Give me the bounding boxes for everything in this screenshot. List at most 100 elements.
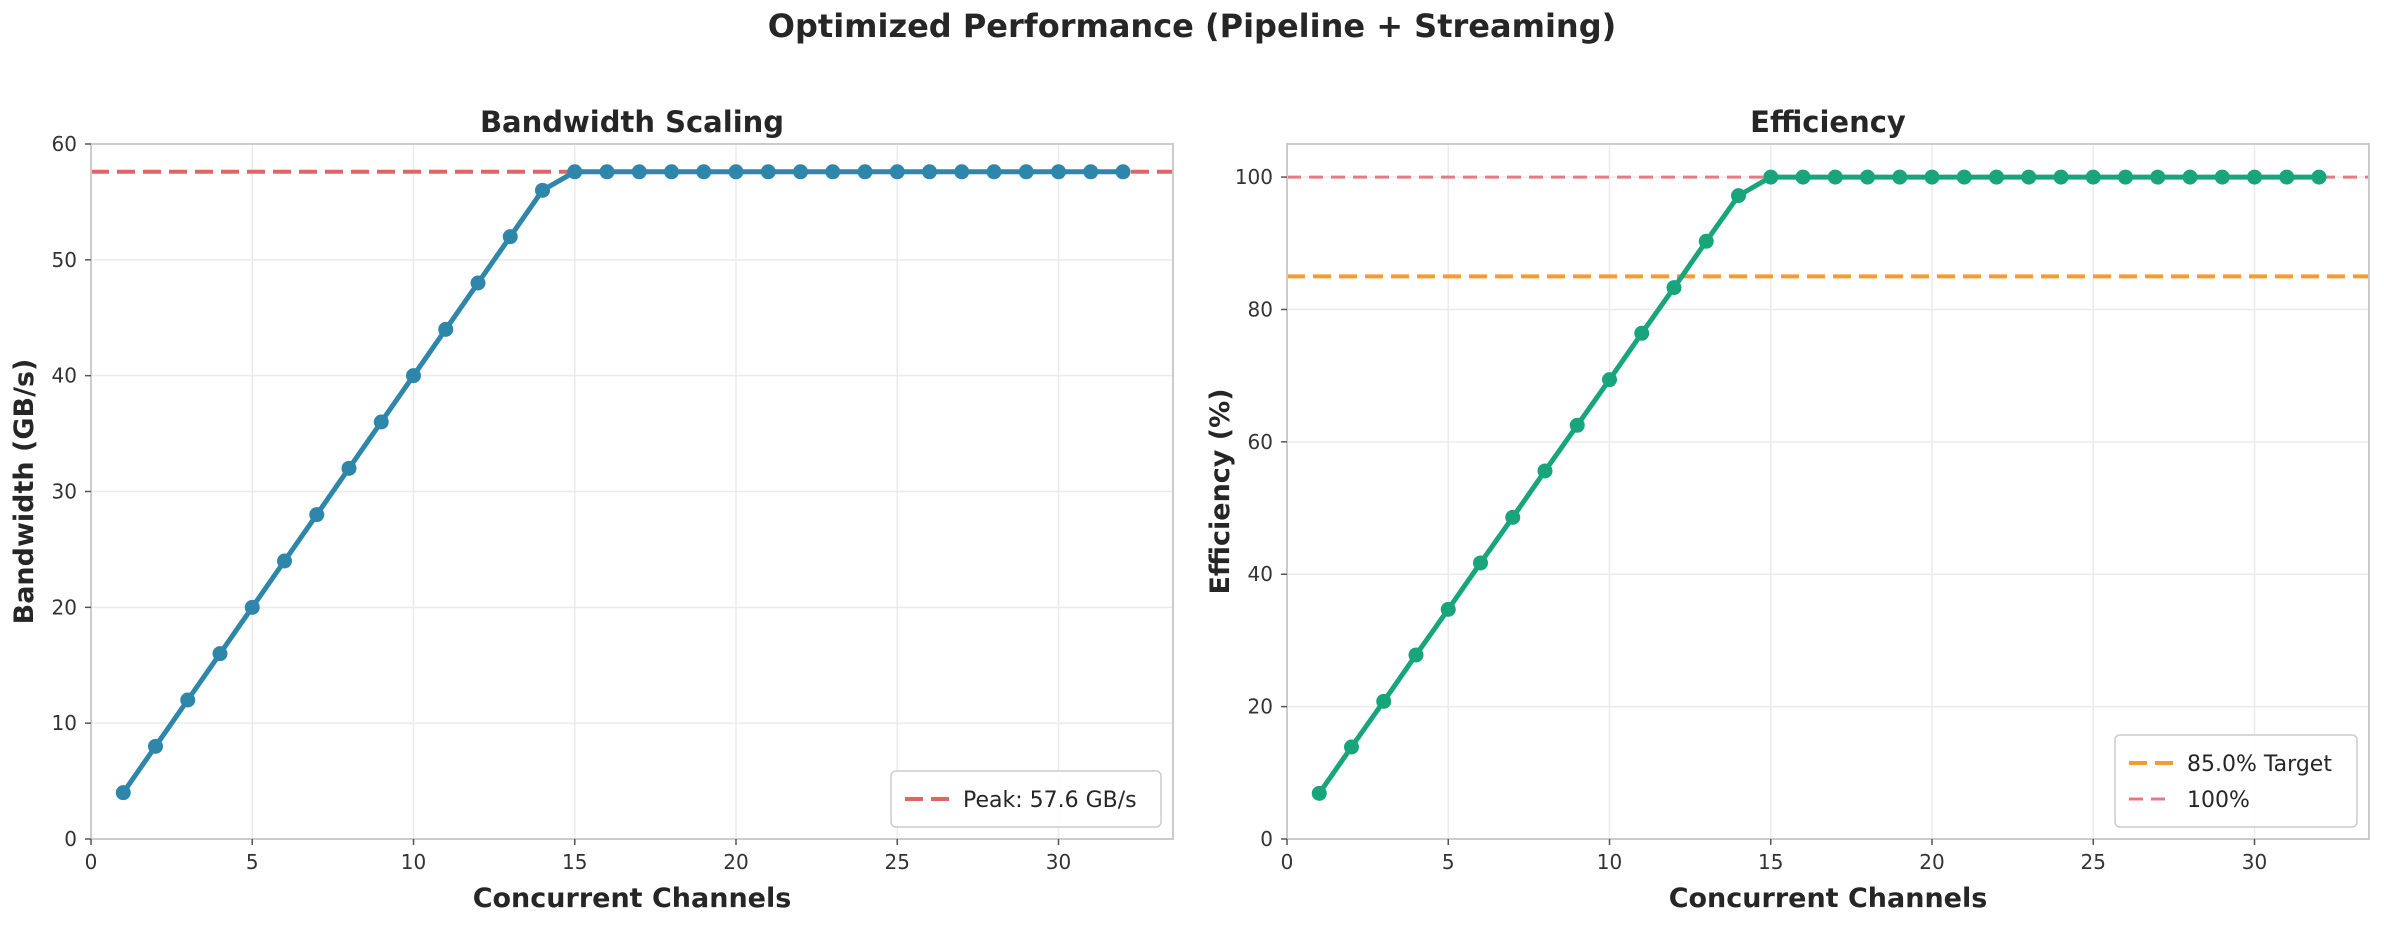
- data-point: [1827, 169, 1843, 185]
- y-tick-label: 20: [52, 595, 77, 619]
- data-point: [922, 164, 938, 180]
- x-tick-label: 5: [1442, 850, 1455, 874]
- y-tick-label: 20: [1248, 695, 1273, 719]
- data-point: [825, 164, 841, 180]
- data-point: [2182, 169, 2198, 185]
- data-point: [889, 164, 905, 180]
- y-tick-label: 50: [52, 248, 77, 272]
- legend-label: 85.0% Target: [2187, 752, 2332, 777]
- data-point: [954, 164, 970, 180]
- legend: 85.0% Target 100%: [2114, 734, 2358, 828]
- data-point: [2150, 169, 2166, 185]
- bandwidth-chart: 0 5 10 15 20 25 30 0 10 20 30 40 50 60 Bandwidth Scali…: [9, 105, 1174, 914]
- legend-box: [890, 770, 1162, 828]
- data-point: [1505, 509, 1521, 525]
- data-point: [631, 164, 647, 180]
- data-point: [2118, 169, 2134, 185]
- data-point: [470, 275, 486, 291]
- data-point: [1440, 601, 1456, 617]
- plot-frame: [1286, 143, 2370, 840]
- data-point: [1634, 325, 1650, 341]
- data-point: [599, 164, 615, 180]
- y-tick-label: 40: [52, 364, 77, 388]
- data-point: [535, 182, 551, 198]
- data-point: [1795, 169, 1811, 185]
- y-axis-label: Bandwidth (GB/s): [9, 359, 40, 625]
- data-point: [2214, 169, 2230, 185]
- x-axis-label: Concurrent Channels: [473, 883, 792, 914]
- x-tick-label: 0: [85, 850, 98, 874]
- data-point: [1666, 280, 1682, 296]
- data-point: [1924, 169, 1940, 185]
- data-point: [309, 507, 325, 523]
- x-tick-label: 15: [562, 850, 587, 874]
- data-point: [728, 164, 744, 180]
- data-point: [1115, 164, 1131, 180]
- y-tick-label: 40: [1248, 562, 1273, 586]
- data-point: [148, 738, 164, 754]
- x-tick-label: 10: [401, 850, 426, 874]
- y-tick-label: 0: [1260, 827, 1273, 851]
- data-point: [2279, 169, 2295, 185]
- y-tick-label: 100: [1235, 165, 1273, 189]
- data-point: [244, 599, 260, 615]
- data-point: [212, 646, 228, 662]
- data-point: [1083, 164, 1099, 180]
- data-point: [277, 553, 293, 569]
- data-point: [1698, 233, 1714, 249]
- data-point: [1731, 188, 1747, 204]
- data-point: [1018, 164, 1034, 180]
- data-point: [1989, 169, 2005, 185]
- data-point: [2085, 169, 2101, 185]
- data-point: [1344, 739, 1360, 755]
- y-axis-label: Efficiency (%): [1205, 388, 1236, 594]
- x-tick-label: 25: [2081, 850, 2106, 874]
- data-point: [115, 785, 131, 801]
- data-point: [1376, 693, 1392, 709]
- x-tick-label: 30: [1046, 850, 1071, 874]
- x-tick-label: 20: [1919, 850, 1944, 874]
- figure-title: Optimized Performance (Pipeline + Stream…: [768, 7, 1616, 45]
- legend-label: Peak: 57.6 GB/s: [963, 788, 1137, 813]
- x-tick-label: 30: [2242, 850, 2267, 874]
- data-point: [857, 164, 873, 180]
- y-tick-label: 10: [52, 711, 77, 735]
- chart-title: Efficiency: [1750, 105, 1906, 139]
- data-point: [1892, 169, 1908, 185]
- y-tick-label: 60: [52, 132, 77, 156]
- x-tick-label: 0: [1281, 850, 1294, 874]
- x-tick-label: 25: [885, 850, 910, 874]
- plot-area: [1287, 144, 2369, 839]
- legend-label: 100%: [2187, 788, 2250, 813]
- data-point: [1537, 463, 1553, 479]
- data-point: [1408, 647, 1424, 663]
- legend: Peak: 57.6 GB/s: [890, 770, 1162, 828]
- data-point: [793, 164, 809, 180]
- data-point: [1569, 417, 1585, 433]
- y-tick-label: 60: [1248, 430, 1273, 454]
- y-tick-label: 80: [1248, 297, 1273, 321]
- x-tick-label: 15: [1758, 850, 1783, 874]
- data-point: [567, 164, 583, 180]
- data-point: [696, 164, 712, 180]
- data-point: [760, 164, 776, 180]
- data-point: [406, 368, 422, 384]
- x-tick-label: 10: [1597, 850, 1622, 874]
- data-point: [502, 229, 518, 245]
- data-point: [180, 692, 196, 708]
- data-point: [1311, 785, 1327, 801]
- data-point: [438, 321, 454, 337]
- data-point: [1956, 169, 1972, 185]
- data-point: [2053, 169, 2069, 185]
- x-tick-label: 5: [246, 850, 259, 874]
- data-point: [373, 414, 389, 430]
- data-point: [986, 164, 1002, 180]
- data-point: [2311, 169, 2327, 185]
- data-point: [1860, 169, 1876, 185]
- data-point: [2021, 169, 2037, 185]
- data-point: [1051, 164, 1067, 180]
- legend-box: [2114, 734, 2358, 828]
- x-tick-label: 20: [723, 850, 748, 874]
